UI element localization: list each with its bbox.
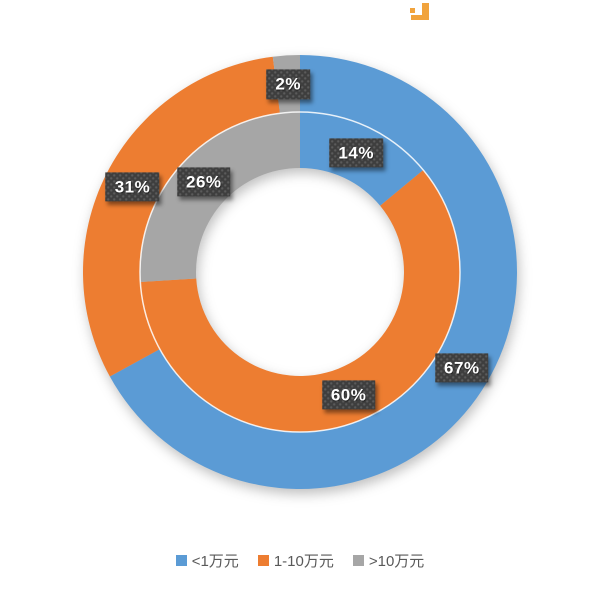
doughnut-chart xyxy=(83,55,517,489)
chart-legend: <1万元 1-10万元 >10万元 xyxy=(0,550,600,571)
legend-swatch-blue xyxy=(175,555,187,566)
legend-swatch-gray xyxy=(352,555,364,566)
legend-label: <1万元 xyxy=(191,553,239,570)
slice-inner-1[interactable] xyxy=(140,170,461,433)
ring-separator xyxy=(139,111,461,433)
legend-item-over-100k[interactable]: >10万元 xyxy=(352,550,425,571)
brand-pixel-logo xyxy=(406,2,430,24)
logo-block-vertical-icon xyxy=(422,3,429,20)
legend-item-under-10k[interactable]: <1万元 xyxy=(175,550,239,571)
legend-label: 1-10万元 xyxy=(273,553,334,570)
legend-label: >10万元 xyxy=(368,553,425,570)
logo-block-square-icon xyxy=(410,8,415,13)
slice-outer-1[interactable] xyxy=(83,56,280,377)
legend-item-10k-to-100k[interactable]: 1-10万元 xyxy=(257,550,334,571)
logo-block-horizontal-icon xyxy=(411,15,423,20)
slice-inner-2[interactable] xyxy=(140,111,300,283)
legend-swatch-orange xyxy=(257,555,269,566)
